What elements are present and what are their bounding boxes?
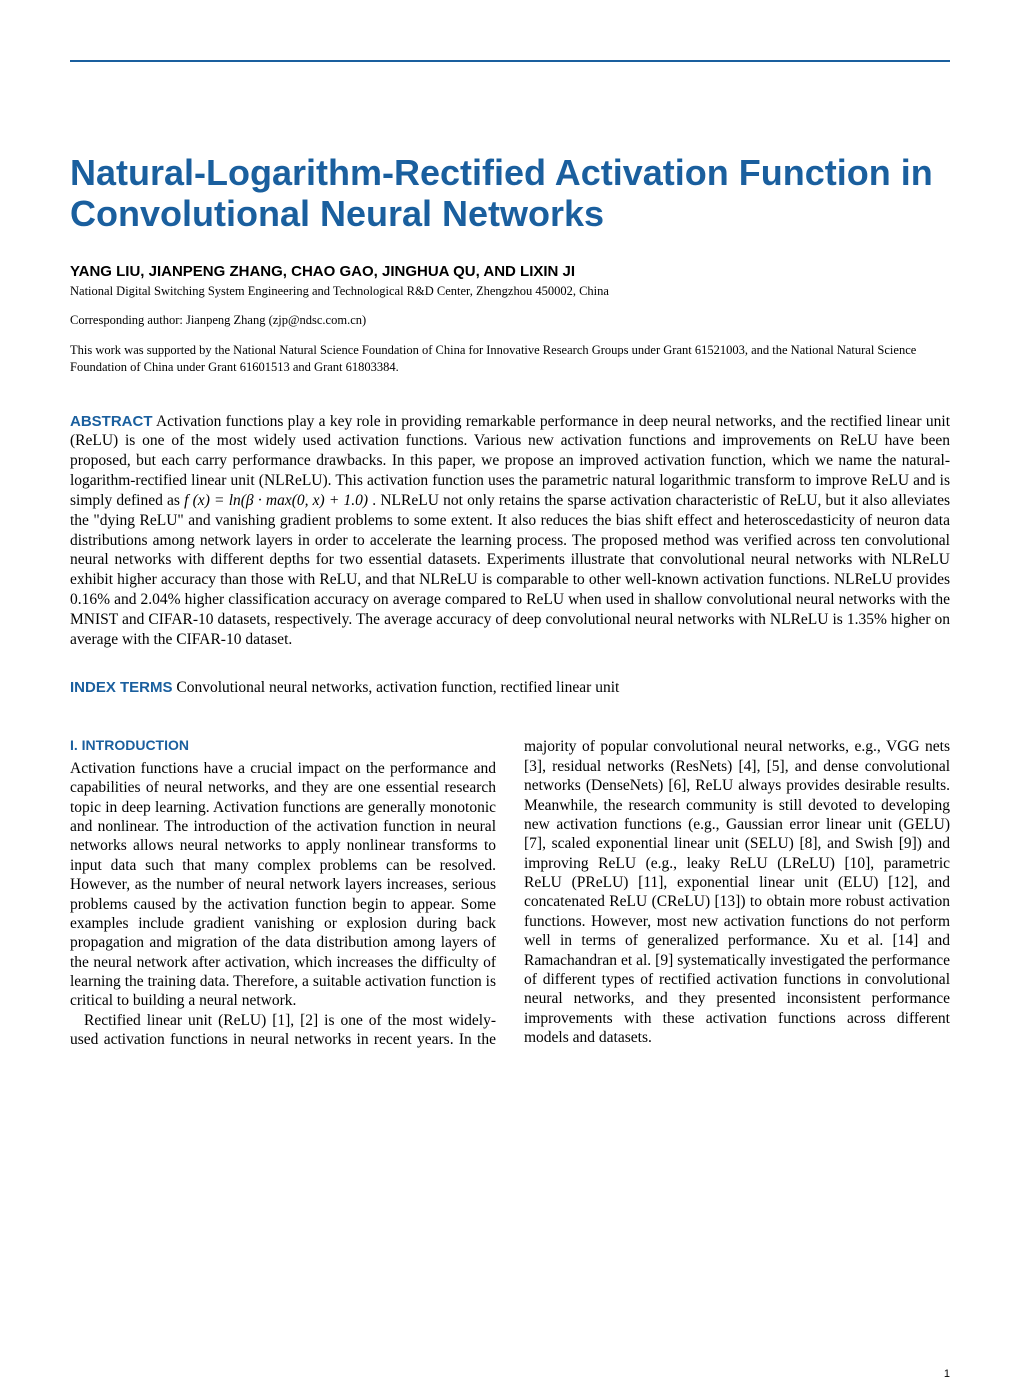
abstract-formula: f (x) = ln(β · max(0, x) + 1.0) xyxy=(184,492,368,509)
page-number: 1 xyxy=(944,1368,950,1380)
corresponding-author: Corresponding author: Jianpeng Zhang (zj… xyxy=(70,313,950,328)
intro-paragraph-1: Activation functions have a crucial impa… xyxy=(70,760,496,1010)
affiliation: National Digital Switching System Engine… xyxy=(70,284,950,299)
section-heading-introduction: I. INTRODUCTION xyxy=(70,737,496,755)
abstract-block: ABSTRACT Activation functions play a key… xyxy=(70,412,950,650)
index-terms-text: Convolutional neural networks, activatio… xyxy=(173,679,620,696)
body-columns: I. INTRODUCTION Activation functions hav… xyxy=(70,737,950,1049)
top-rule xyxy=(70,60,950,62)
index-terms-block: INDEX TERMS Convolutional neural network… xyxy=(70,679,950,697)
paper-title: Natural-Logarithm-Rectified Activation F… xyxy=(70,152,950,235)
abstract-text-post: . NLReLU not only retains the sparse act… xyxy=(70,492,950,648)
abstract-label: ABSTRACT xyxy=(70,413,153,430)
funding-note: This work was supported by the National … xyxy=(70,342,950,376)
authors-line: YANG LIU, JIANPENG ZHANG, CHAO GAO, JING… xyxy=(70,263,950,280)
index-terms-label: INDEX TERMS xyxy=(70,679,173,696)
